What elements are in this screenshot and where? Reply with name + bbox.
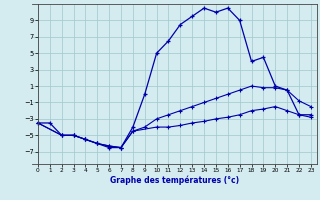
X-axis label: Graphe des températures (°c): Graphe des températures (°c) — [110, 176, 239, 185]
